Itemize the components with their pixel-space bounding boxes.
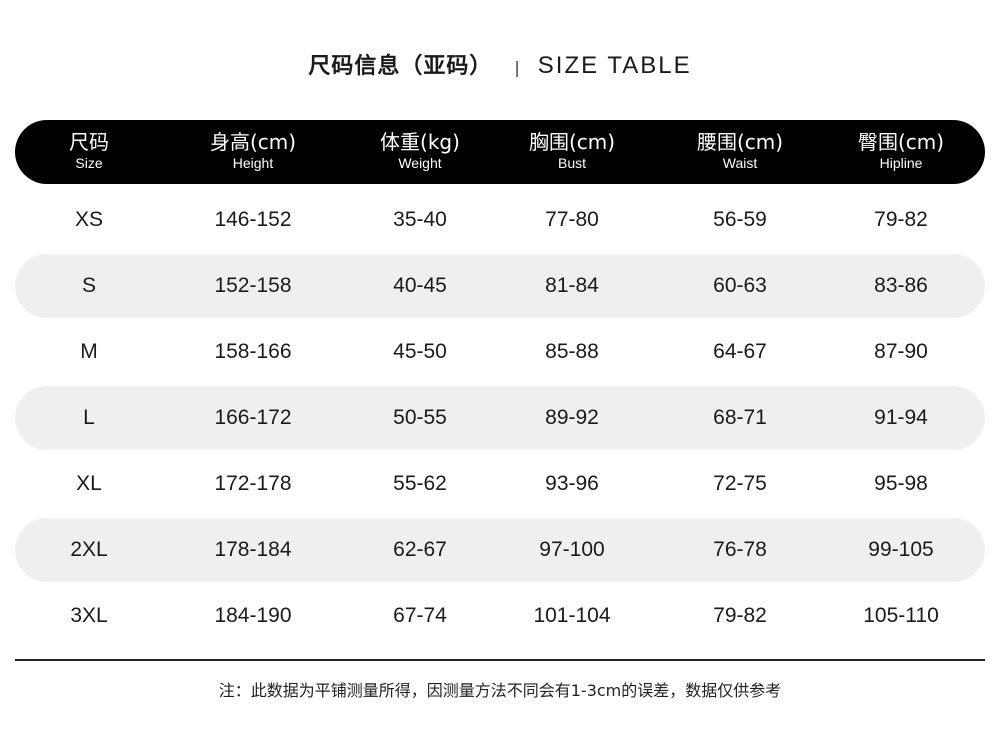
table-row: XS 146-152 35-40 77-80 56-59 79-82 (15, 188, 985, 252)
column-header-cn: 腰围(cm) (696, 130, 784, 154)
column-header: 体重(kg) Weight (330, 130, 510, 172)
table-cell: 77-80 (545, 208, 599, 231)
title-separator: | (514, 58, 520, 77)
table-cell: 178-184 (214, 538, 292, 561)
table-cell: 55-62 (393, 472, 447, 495)
title-en: SIZE TABLE (537, 52, 692, 79)
column-header-en: Bust (557, 155, 586, 171)
column-header-cn: 身高(cm) (209, 130, 297, 154)
column-header-en: Height (232, 155, 274, 171)
table-cell: S (81, 274, 96, 297)
table-cell: XL (76, 472, 102, 495)
table-cell: 87-90 (874, 340, 928, 363)
table-cell: 56-59 (713, 208, 767, 231)
table-cell: 83-86 (874, 274, 928, 297)
table-header: 尺码 Size 身高(cm) Height 体重(kg) Weight 胸围(cm) Bust… (15, 120, 985, 184)
column-header-en: Size (75, 155, 103, 171)
column-header: 腰围(cm) Waist (650, 130, 830, 172)
table-cell: 99-105 (868, 538, 934, 561)
table-row: S 152-158 40-45 81-84 60-63 83-86 (15, 254, 985, 318)
table-cell: 146-152 (214, 208, 292, 231)
table-cell: 45-50 (393, 340, 447, 363)
column-header-en: Weight (398, 155, 442, 171)
table-cell: 152-158 (214, 274, 292, 297)
page-title: 尺码信息（亚码） | SIZE TABLE (0, 48, 1000, 80)
table-cell: 60-63 (713, 274, 767, 297)
column-header-cn: 臀围(cm) (857, 130, 945, 154)
title-cn: 尺码信息（亚码） (308, 54, 493, 79)
table-row: 2XL 178-184 62-67 97-100 76-78 99-105 (15, 518, 985, 582)
table-row: 3XL 184-190 67-74 101-104 79-82 105-110 (15, 584, 985, 648)
table-row: L 166-172 50-55 89-92 68-71 91-94 (15, 386, 985, 450)
table-cell: L (83, 406, 95, 429)
table-cell: 184-190 (214, 604, 292, 627)
table-cell: 72-75 (713, 472, 767, 495)
table-cell: XS (74, 208, 103, 231)
table-cell: 79-82 (713, 604, 767, 627)
table-cell: 172-178 (214, 472, 292, 495)
table-cell: 50-55 (393, 406, 447, 429)
column-header: 胸围(cm) Bust (482, 130, 662, 172)
column-header-cn: 体重(kg) (380, 130, 460, 154)
table-cell: 97-100 (539, 538, 605, 561)
column-header-en: Hipline (879, 155, 923, 171)
table-cell: 2XL (70, 538, 108, 561)
table-cell: 89-92 (545, 406, 599, 429)
column-header: 尺码 Size (0, 130, 179, 172)
table-cell: 105-110 (863, 604, 939, 627)
table-cell: 166-172 (214, 406, 292, 429)
table-cell: 62-67 (393, 538, 447, 561)
column-header: 臀围(cm) Hipline (811, 130, 991, 172)
table-cell: 81-84 (545, 274, 599, 297)
table-cell: 158-166 (214, 340, 292, 363)
table-cell: 85-88 (545, 340, 599, 363)
table-cell: 35-40 (393, 208, 447, 231)
column-header-cn: 尺码 (69, 130, 109, 154)
table-row: M 158-166 45-50 85-88 64-67 87-90 (15, 320, 985, 384)
table-row: XL 172-178 55-62 93-96 72-75 95-98 (15, 452, 985, 516)
table-cell: 79-82 (874, 208, 928, 231)
divider (15, 659, 985, 661)
column-header: 身高(cm) Height (163, 130, 343, 172)
table-cell: 40-45 (393, 274, 447, 297)
table-cell: M (80, 340, 98, 363)
table-cell: 76-78 (713, 538, 767, 561)
table-cell: 91-94 (874, 406, 928, 429)
table-cell: 101-104 (533, 604, 611, 627)
column-header-cn: 胸围(cm) (528, 130, 616, 154)
table-cell: 93-96 (545, 472, 599, 495)
table-cell: 67-74 (393, 604, 447, 627)
table-cell: 64-67 (713, 340, 767, 363)
table-cell: 68-71 (713, 406, 767, 429)
table-cell: 3XL (70, 604, 108, 627)
footnote: 注：此数据为平铺测量所得，因测量方法不同会有1-3cm的误差，数据仅供参考 (218, 681, 782, 700)
column-header-en: Waist (722, 155, 758, 171)
table-cell: 95-98 (874, 472, 928, 495)
